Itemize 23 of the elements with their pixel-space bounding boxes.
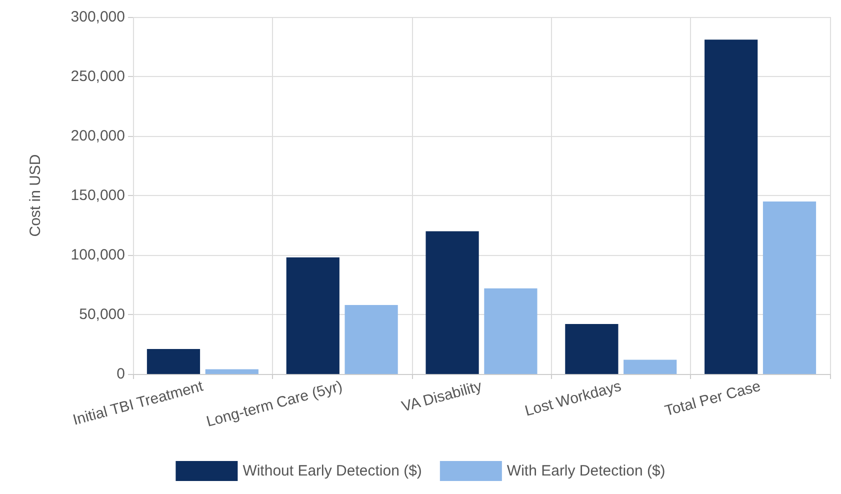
y-tick-label: 100,000 bbox=[70, 246, 125, 264]
y-tick-label: 200,000 bbox=[70, 128, 125, 144]
bar bbox=[704, 40, 758, 374]
legend-label: With Early Detection ($) bbox=[506, 462, 666, 480]
y-tick-label: 150,000 bbox=[70, 187, 125, 204]
bar bbox=[426, 231, 479, 374]
bar bbox=[146, 349, 200, 374]
x-tick-label: Long-term Care (5yr) bbox=[204, 378, 344, 430]
y-tick-label: 300,000 bbox=[70, 8, 125, 26]
bar bbox=[762, 201, 816, 374]
bar bbox=[205, 369, 258, 374]
bar bbox=[565, 324, 618, 374]
x-tick-label: Lost Workdays bbox=[523, 378, 624, 420]
y-tick-label: 250,000 bbox=[70, 68, 125, 85]
legend-label: Without Early Detection ($) bbox=[242, 462, 422, 480]
y-axis-title: Cost in USD bbox=[27, 154, 44, 237]
x-tick-label: VA Disability bbox=[400, 378, 484, 416]
bar bbox=[344, 304, 398, 374]
y-tick-label: 50,000 bbox=[79, 306, 125, 323]
bar bbox=[624, 360, 677, 374]
bar bbox=[286, 257, 340, 374]
bar bbox=[484, 288, 538, 374]
x-tick-label: Total Per Case bbox=[663, 378, 762, 420]
